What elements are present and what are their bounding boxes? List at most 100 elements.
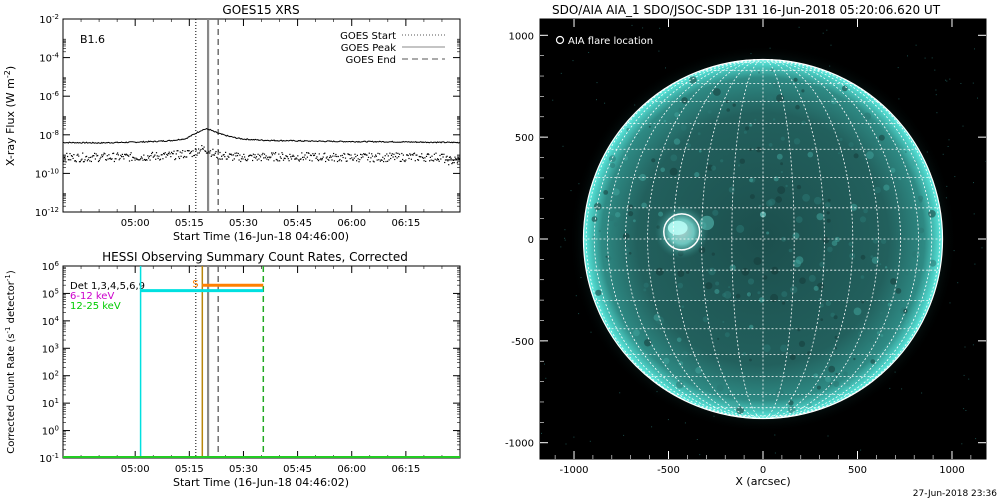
- aia-background-noise: [931, 57, 933, 59]
- aia-disk-texture-blob: [759, 297, 765, 303]
- goes-series-short-channel-point: [201, 145, 203, 147]
- aia-disk-texture-blob: [713, 88, 721, 96]
- goes-series-short-channel-point: [263, 157, 265, 159]
- aia-grid-longitude-line: [594, 59, 764, 419]
- goes-series-short-channel-point: [367, 156, 370, 158]
- goes-series-short-channel-point: [160, 154, 162, 156]
- aia-y-tick-label: 500: [515, 133, 534, 144]
- aia-background-noise: [921, 392, 923, 394]
- aia-background-noise: [696, 439, 698, 440]
- goes-series-short-channel-point: [371, 155, 374, 157]
- goes-series-short-channel-point: [144, 159, 146, 161]
- goes-x-tick-label: 05:30: [229, 218, 258, 229]
- goes-series-short-channel-point: [356, 160, 358, 162]
- goes-series-short-channel-point: [158, 155, 160, 157]
- goes-series-short-channel-point: [437, 158, 439, 160]
- goes-series-short-channel-point: [120, 154, 122, 156]
- goes-series-short-channel-point: [334, 155, 336, 157]
- hessi-y-tick-label: 103: [42, 342, 59, 355]
- goes-series-short-channel-point: [435, 152, 437, 154]
- goes-series-short-channel-point: [408, 157, 410, 160]
- goes-series-short-channel-point: [285, 155, 287, 157]
- goes-series-short-channel-point: [126, 154, 128, 156]
- goes-series-short-channel-point: [94, 152, 96, 154]
- goes-series-short-channel-point: [80, 159, 82, 161]
- aia-disk-texture-blob: [720, 159, 724, 163]
- goes-series-short-channel-point: [241, 156, 243, 158]
- aia-disk-texture-blob: [608, 215, 615, 222]
- goes-series-short-channel-point: [282, 159, 285, 161]
- aia-disk-texture-blob: [644, 339, 652, 347]
- goes-series-short-channel-point: [402, 154, 404, 156]
- aia-legend-label: AIA flare location: [568, 36, 653, 47]
- goes-series-short-channel-point: [361, 154, 363, 156]
- aia-background-noise: [564, 239, 566, 241]
- goes-series-short-channel-point: [279, 156, 281, 158]
- aia-x-tick-label: -1000: [559, 465, 588, 476]
- goes-series-short-channel-point: [64, 159, 66, 161]
- goes-series-short-channel-point: [222, 154, 224, 156]
- aia-disk-texture-blob: [747, 278, 755, 285]
- goes-series-short-channel-point: [393, 153, 395, 155]
- goes-series-short-channel-point: [406, 154, 408, 156]
- aia-background-noise: [774, 434, 776, 436]
- aia-disk-texture-blob: [849, 252, 856, 259]
- hessi-x-tick-label: 05:00: [121, 464, 150, 475]
- goes-series-short-channel-point: [352, 159, 354, 161]
- aia-background-noise: [957, 282, 959, 284]
- goes-series-short-channel-point: [262, 152, 264, 154]
- aia-disk-texture-blob: [808, 274, 816, 282]
- goes-series-short-channel-point: [375, 155, 377, 157]
- goes-series-short-channel-point: [346, 160, 348, 162]
- aia-disk-texture-blob: [880, 238, 887, 244]
- aia-disk-texture-blob: [776, 94, 784, 102]
- goes-series-short-channel-point: [254, 154, 256, 156]
- goes-series-short-channel-point: [212, 148, 214, 150]
- goes-series-short-channel-point: [283, 157, 285, 159]
- aia-disk-texture-blob: [612, 188, 620, 196]
- goes-series-short-channel-point: [101, 154, 103, 156]
- goes-event-markers: [195, 19, 219, 212]
- goes-series-short-channel-point: [140, 156, 142, 158]
- aia-background-noise: [975, 438, 977, 440]
- goes-series-short-channel-point: [122, 156, 124, 158]
- goes-series-short-channel-point: [174, 159, 176, 161]
- hessi-y-tick-label: 100: [42, 425, 59, 438]
- goes-series-short-channel-point: [433, 160, 435, 162]
- goes-series-short-channel-point: [380, 159, 382, 161]
- goes-series-short-channel-point: [340, 160, 343, 162]
- goes-series-short-channel-point: [144, 158, 146, 161]
- hessi-y-tick-base: 10: [42, 372, 55, 383]
- goes-series-short-channel-point: [265, 155, 267, 157]
- goes-series-short-channel-point: [141, 157, 143, 159]
- aia-background-noise: [974, 263, 976, 265]
- aia-background-noise: [981, 247, 983, 249]
- goes-series-short-channel-point: [379, 153, 381, 155]
- aia-disk-texture-blob: [690, 363, 697, 371]
- aia-disk-texture-blob: [841, 85, 848, 92]
- goes-y-tick-base: 10: [39, 54, 52, 65]
- aia-disk-texture-blob: [758, 204, 762, 208]
- goes-series-short-channel-point: [328, 159, 330, 161]
- aia-disk-texture-blob: [717, 337, 720, 340]
- goes-series-short-channel-point: [276, 159, 278, 161]
- aia-x-tick-label: -500: [657, 465, 680, 476]
- goes-series-short-channel-point: [91, 156, 93, 158]
- goes-series-short-channel-point: [70, 159, 72, 161]
- hessi-y-tick-exponent: 4: [55, 315, 60, 323]
- goes-series-short-channel-point: [318, 153, 320, 155]
- goes-series-short-channel-point: [383, 158, 385, 160]
- goes-series-short-channel-point: [161, 154, 163, 156]
- hessi-y-tick-exponent: 5: [55, 287, 59, 295]
- goes-series-short-channel-point: [87, 158, 89, 161]
- goes-series-short-channel-point: [84, 159, 86, 161]
- goes-series-short-channel-point: [235, 155, 237, 157]
- goes-series-short-channel-point: [302, 156, 304, 158]
- aia-disk-texture-blob: [697, 132, 701, 136]
- goes-series-short-channel-point: [107, 158, 109, 160]
- goes-series-short-channel-point: [159, 158, 162, 160]
- goes-series-short-channel-point: [175, 153, 177, 155]
- hessi-x-axis: 05:00 05:15 05:30 05:45 06:00 06:15: [62, 266, 461, 475]
